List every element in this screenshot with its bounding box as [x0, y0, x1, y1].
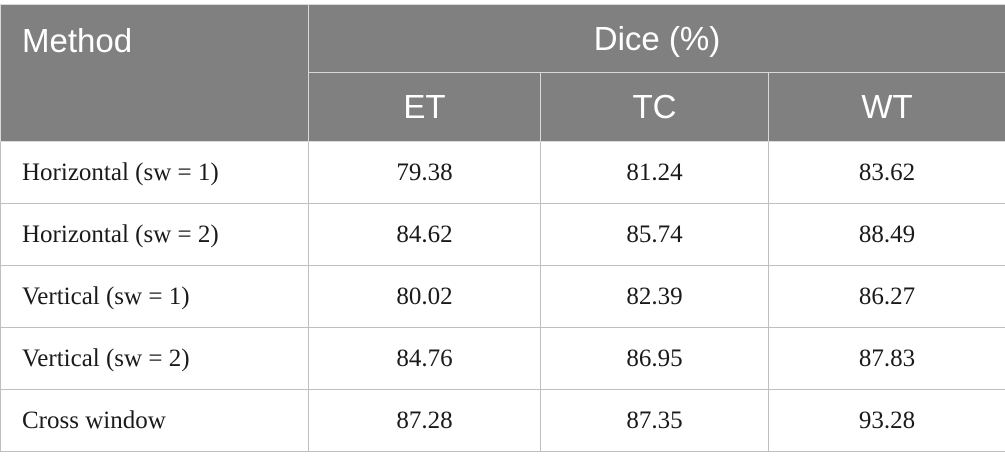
et-cell: 79.38: [308, 141, 541, 204]
header-row-metrics: ET TC WT: [1, 72, 1005, 142]
et-column-header: ET: [308, 72, 541, 142]
method-cell: Horizontal (sw = 2): [0, 203, 309, 266]
method-cell: Vertical (sw = 2): [0, 327, 309, 390]
table-header: Method Dice (%) ET TC WT: [0, 4, 1005, 142]
wt-cell: 93.28: [767, 389, 1005, 452]
method-cell: Vertical (sw = 1): [0, 265, 309, 328]
wt-cell: 88.49: [767, 203, 1005, 266]
table-row: Cross window 87.28 87.35 93.28: [0, 389, 1005, 452]
method-cell: Cross window: [0, 389, 309, 452]
table-row: Horizontal (sw = 1) 79.38 81.24 83.62: [0, 141, 1005, 204]
dice-results-table: Method Dice (%) ET TC WT Horizontal (sw …: [0, 4, 1005, 452]
table-row: Vertical (sw = 1) 80.02 82.39 86.27: [0, 265, 1005, 328]
header-row-group: Method Dice (%): [0, 4, 1005, 142]
wt-column-header: WT: [767, 72, 1005, 142]
method-cell: Horizontal (sw = 1): [0, 141, 309, 204]
dice-group-header: Dice (%): [307, 4, 1005, 73]
method-column-header: Method: [0, 4, 309, 142]
et-cell: 87.28: [308, 389, 541, 452]
wt-cell: 87.83: [767, 327, 1005, 390]
tc-column-header: TC: [540, 72, 769, 142]
et-cell: 84.62: [308, 203, 541, 266]
tc-cell: 87.35: [540, 389, 769, 452]
et-cell: 80.02: [308, 265, 541, 328]
table-row: Vertical (sw = 2) 84.76 86.95 87.83: [0, 327, 1005, 390]
tc-cell: 85.74: [540, 203, 769, 266]
wt-cell: 83.62: [767, 141, 1005, 204]
wt-cell: 86.27: [767, 265, 1005, 328]
tc-cell: 86.95: [540, 327, 769, 390]
et-cell: 84.76: [308, 327, 541, 390]
table-row: Horizontal (sw = 2) 84.62 85.74 88.49: [0, 203, 1005, 266]
tc-cell: 82.39: [540, 265, 769, 328]
tc-cell: 81.24: [540, 141, 769, 204]
table-body: Horizontal (sw = 1) 79.38 81.24 83.62 Ho…: [0, 141, 1005, 452]
